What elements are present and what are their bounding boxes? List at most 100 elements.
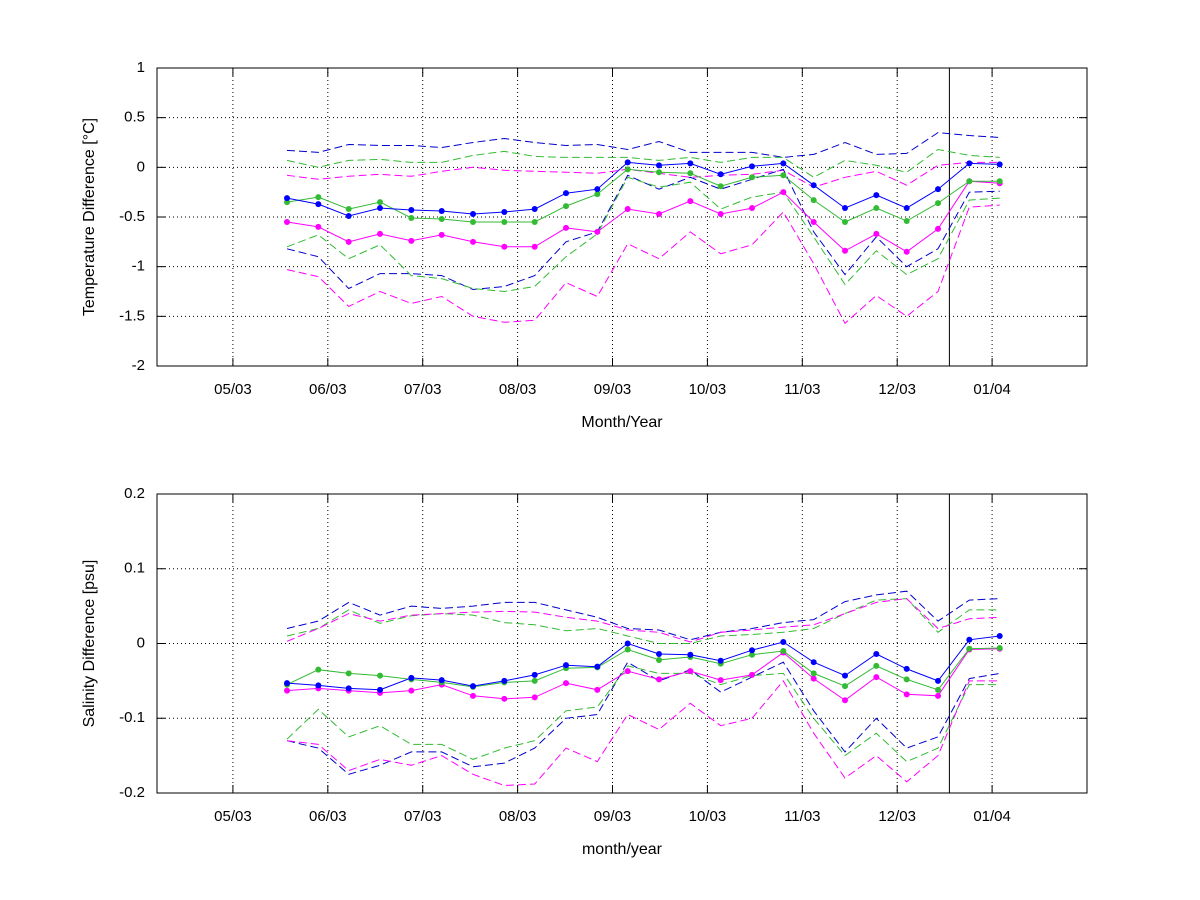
data-point <box>903 676 910 683</box>
x-tick-label: 05/03 <box>214 808 252 825</box>
data-point <box>842 672 849 679</box>
data-point <box>624 206 631 213</box>
data-point <box>438 677 445 684</box>
y-axis-label: Temperature Difference [°C] <box>81 118 98 316</box>
data-point <box>315 194 322 201</box>
data-point <box>842 205 849 212</box>
data-point <box>842 247 849 254</box>
x-tick-label: 08/03 <box>499 808 537 825</box>
data-point <box>501 218 508 225</box>
data-point <box>749 205 756 212</box>
data-point <box>531 206 538 213</box>
data-point <box>687 668 694 675</box>
data-point <box>408 214 415 221</box>
data-point <box>624 668 631 675</box>
data-point <box>903 217 910 224</box>
data-point <box>780 172 787 179</box>
y-tick-label: -2 <box>132 357 145 374</box>
x-tick-label: 08/03 <box>499 381 537 398</box>
data-point <box>717 211 724 218</box>
data-point <box>687 198 694 205</box>
y-tick-label: 0.2 <box>124 485 145 502</box>
data-point <box>717 171 724 178</box>
data-point <box>687 160 694 167</box>
data-point <box>966 160 973 167</box>
series-line <box>286 590 1000 641</box>
data-point <box>501 695 508 702</box>
data-point <box>780 189 787 196</box>
y-tick-label: -0.5 <box>119 208 145 225</box>
data-point <box>531 677 538 684</box>
data-point <box>563 662 570 669</box>
data-point <box>594 663 601 670</box>
data-point <box>810 670 817 677</box>
data-point <box>345 685 352 692</box>
series-line <box>286 598 1000 644</box>
data-point <box>470 218 477 225</box>
data-point <box>717 677 724 684</box>
data-point <box>810 675 817 682</box>
series-line <box>286 635 1000 691</box>
data-point <box>903 248 910 255</box>
data-point <box>903 205 910 212</box>
data-point <box>284 218 291 225</box>
data-point <box>687 170 694 177</box>
series-line <box>286 148 1000 178</box>
data-point <box>315 682 322 689</box>
y-tick-label: -0.1 <box>119 709 145 726</box>
x-tick-label: 06/03 <box>309 808 347 825</box>
data-point <box>873 674 880 681</box>
x-tick-label: 11/03 <box>784 808 820 825</box>
data-point <box>438 231 445 238</box>
data-point <box>624 640 631 647</box>
data-point <box>717 183 724 190</box>
x-tick-label: 07/03 <box>404 808 442 825</box>
x-tick-label: 05/03 <box>214 381 252 398</box>
data-point <box>903 665 910 672</box>
data-point <box>966 636 973 643</box>
data-point <box>780 639 787 646</box>
data-point <box>563 190 570 197</box>
series-line <box>286 180 1000 253</box>
x-tick-label: 06/03 <box>309 381 347 398</box>
data-point <box>377 672 384 679</box>
y-tick-label: 1 <box>137 59 145 76</box>
data-point <box>873 205 880 212</box>
x-tick-label: 12/03 <box>878 808 916 825</box>
data-point <box>315 223 322 230</box>
data-point <box>284 687 291 694</box>
data-point <box>810 197 817 204</box>
data-point <box>315 201 322 208</box>
series-line <box>286 168 1000 291</box>
data-point <box>563 680 570 687</box>
series-line <box>286 132 1000 158</box>
x-tick-label: 01/04 <box>973 808 1011 825</box>
data-point <box>345 206 352 213</box>
data-point <box>749 647 756 654</box>
axes-box <box>156 67 1088 367</box>
y-tick-label: 0.5 <box>124 109 145 126</box>
data-point <box>687 651 694 658</box>
data-point <box>842 218 849 225</box>
data-point <box>873 650 880 657</box>
series-line <box>286 680 1000 787</box>
data-point <box>531 671 538 678</box>
data-point <box>284 195 291 202</box>
series-line <box>286 176 1000 293</box>
data-point <box>935 692 942 699</box>
data-point <box>470 683 477 690</box>
data-point <box>873 662 880 669</box>
x-tick-label: 01/04 <box>973 381 1011 398</box>
series-line <box>286 161 1000 217</box>
data-point <box>438 215 445 222</box>
data-point <box>315 666 322 673</box>
data-point <box>594 228 601 235</box>
data-point <box>749 671 756 678</box>
data-point <box>624 646 631 653</box>
data-point <box>749 174 756 181</box>
data-point <box>408 687 415 694</box>
data-point <box>377 199 384 206</box>
data-point <box>810 218 817 225</box>
y-tick-label: 0.1 <box>124 560 145 577</box>
